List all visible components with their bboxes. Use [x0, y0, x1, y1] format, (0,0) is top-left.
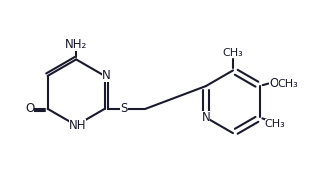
Text: N: N — [201, 111, 210, 124]
Text: CH₃: CH₃ — [223, 48, 243, 58]
Text: O: O — [269, 77, 278, 90]
Text: N: N — [102, 69, 111, 82]
Text: NH: NH — [69, 119, 87, 132]
Text: CH₃: CH₃ — [278, 79, 298, 89]
Text: NH₂: NH₂ — [65, 38, 87, 51]
Text: O: O — [25, 102, 34, 115]
Text: CH₃: CH₃ — [265, 119, 285, 129]
Text: S: S — [120, 102, 128, 115]
